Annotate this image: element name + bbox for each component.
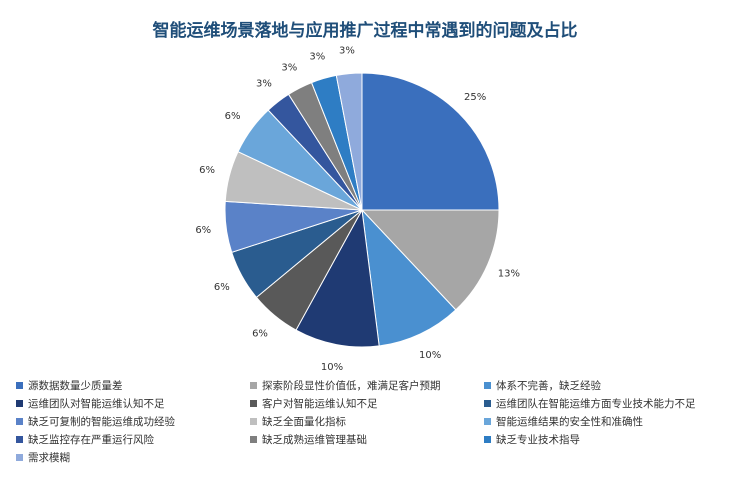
legend-item: 智能运维结果的安全性和准确性: [484, 414, 643, 429]
slice-data-label: 25%: [464, 92, 486, 103]
legend-swatch: [484, 382, 491, 389]
legend-swatch: [16, 382, 23, 389]
pie-slice-3: [361, 208, 457, 347]
slice-data-label: 6%: [195, 225, 211, 236]
slice-data-label: 3%: [339, 46, 355, 57]
legend-label: 源数据数量少质量差: [28, 380, 123, 392]
legend-label: 缺乏成熟运维管理基础: [262, 434, 367, 446]
legend-item: 探索阶段显性价值低，难满足客户预期: [250, 378, 441, 393]
slice-data-label: 6%: [252, 328, 268, 339]
slice-data-label: 3%: [281, 62, 297, 73]
legend-label: 智能运维结果的安全性和准确性: [496, 416, 643, 428]
slice-data-label: 10%: [321, 362, 343, 373]
legend-swatch: [16, 418, 23, 425]
legend-item: 缺乏可复制的智能运维成功经验: [16, 414, 175, 429]
legend-swatch: [250, 400, 257, 407]
legend-item: 缺乏全面量化指标: [250, 414, 346, 429]
legend-swatch: [484, 400, 491, 407]
legend-item: 客户对智能运维认知不足: [250, 396, 378, 411]
legend-item: 运维团队在智能运维方面专业技术能力不足: [484, 396, 696, 411]
legend-swatch: [484, 436, 491, 443]
pie-slice-1: [361, 72, 500, 211]
slice-data-label: 6%: [214, 282, 230, 293]
legend-label: 缺乏专业技术指导: [496, 434, 580, 446]
slice-data-label: 6%: [225, 111, 241, 122]
slice-data-label: 6%: [199, 165, 215, 176]
legend-swatch: [250, 418, 257, 425]
legend-label: 缺乏监控存在严重运行风险: [28, 434, 154, 446]
legend-item: 缺乏监控存在严重运行风险: [16, 432, 154, 447]
chart-title: 智能运维场景落地与应用推广过程中常遇到的问题及占比: [152, 21, 578, 41]
slice-data-label: 13%: [498, 269, 520, 280]
legend-swatch: [250, 436, 257, 443]
legend-swatch: [484, 418, 491, 425]
legend-label: 缺乏可复制的智能运维成功经验: [28, 416, 175, 428]
legend-label: 客户对智能运维认知不足: [262, 398, 378, 410]
legend-item: 体系不完善，缺乏经验: [484, 378, 601, 393]
slice-data-label: 10%: [419, 350, 441, 361]
legend-item: 源数据数量少质量差: [16, 378, 123, 393]
pie-slice-2: [360, 209, 500, 311]
legend-label: 探索阶段显性价值低，难满足客户预期: [262, 380, 441, 392]
legend-item: 缺乏成熟运维管理基础: [250, 432, 367, 447]
slice-data-label: 3%: [309, 51, 325, 62]
legend-label: 缺乏全面量化指标: [262, 416, 346, 428]
legend-label: 运维团队在智能运维方面专业技术能力不足: [496, 398, 696, 410]
legend-item: 运维团队对智能运维认知不足: [16, 396, 165, 411]
legend-swatch: [16, 436, 23, 443]
legend-item: 缺乏专业技术指导: [484, 432, 580, 447]
legend-label: 运维团队对智能运维认知不足: [28, 398, 165, 410]
pie-chart: 25% 13% 10% 10% 6% 6% 6% 6% 6% 3% 3% 3% 3%: [195, 46, 520, 373]
legend-item: 需求模糊: [16, 450, 70, 465]
legend-swatch: [16, 400, 23, 407]
legend-swatch: [250, 382, 257, 389]
legend-label: 需求模糊: [28, 452, 70, 464]
pie-slice-4: [295, 208, 380, 348]
slice-data-label: 3%: [256, 79, 272, 90]
legend-swatch: [16, 454, 23, 461]
legend-label: 体系不完善，缺乏经验: [496, 380, 601, 392]
pie-slice-13: [335, 72, 363, 211]
